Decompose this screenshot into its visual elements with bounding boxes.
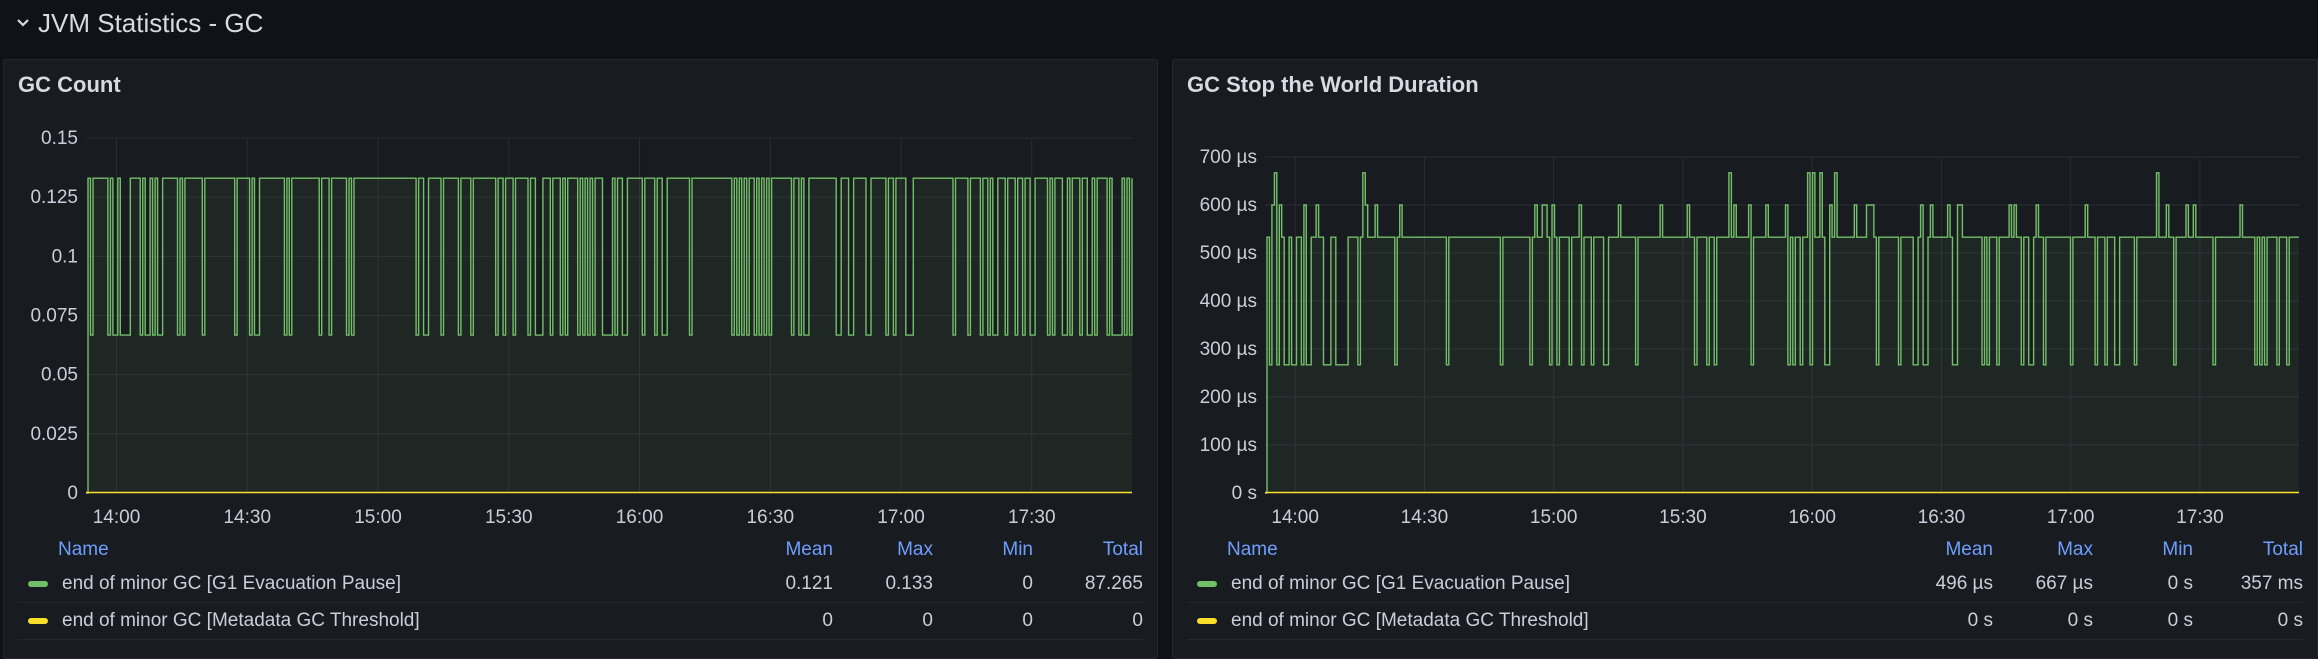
gc-stw-duration-panel[interactable]: GC Stop the World Duration 0 s 100 µs 200 … xyxy=(1172,59,2318,659)
x-tick-label: 15:00 xyxy=(354,507,402,528)
y-tick-label: 0.075 xyxy=(30,306,78,327)
y-tick-label: 300 µs xyxy=(1200,339,1257,360)
gc-count-panel[interactable]: GC Count 0 0.025 0.05 0.075 0.1 0.125 0.15 14:0… xyxy=(3,59,1158,659)
series-name[interactable]: end of minor GC [Metadata GC Threshold] xyxy=(1231,610,1589,631)
series-min: 0 xyxy=(1022,573,1033,594)
chevron-down-icon[interactable] xyxy=(10,0,36,46)
x-tick-label: 16:30 xyxy=(1918,507,1966,528)
series-max: 0.133 xyxy=(885,573,933,594)
gc-count-chart: 0 0.025 0.05 0.075 0.1 0.125 0.15 14:00 14:30 15:… xyxy=(30,128,1133,528)
x-tick-label: 17:30 xyxy=(1008,507,1056,528)
x-tick-label: 14:00 xyxy=(93,507,141,528)
x-tick-label: 15:30 xyxy=(485,507,533,528)
series-swatch xyxy=(28,618,48,624)
legend-row[interactable]: end of minor GC [Metadata GC Threshold] … xyxy=(1187,603,2303,640)
y-tick-label: 500 µs xyxy=(1200,243,1257,264)
gc-stw-duration-chart: 0 s 100 µs 200 µs 300 µs 400 µs 500 µs 600 µs 7… xyxy=(1200,147,2299,528)
row-title: JVM Statistics - GC xyxy=(38,7,264,38)
legend-row[interactable]: end of minor GC [Metadata GC Threshold] … xyxy=(18,603,1143,640)
row-header[interactable]: JVM Statistics - GC xyxy=(0,0,2318,46)
y-tick-label: 200 µs xyxy=(1200,387,1257,408)
series-swatch xyxy=(1197,618,1217,624)
series-min: 0 xyxy=(1022,610,1033,631)
x-tick-label: 16:30 xyxy=(746,507,794,528)
x-tick-label: 16:00 xyxy=(1788,507,1836,528)
legend-header: Name Mean Max Min Total xyxy=(18,534,1143,566)
series-name[interactable]: end of minor GC [Metadata GC Threshold] xyxy=(62,610,420,631)
legend-col-name[interactable]: Name xyxy=(58,539,109,560)
legend-col-min[interactable]: Min xyxy=(1002,539,1033,560)
y-tick-label: 0 s xyxy=(1232,483,1257,504)
y-tick-label: 600 µs xyxy=(1200,195,1257,216)
series-line-g1-evacuation xyxy=(1265,172,2299,494)
x-tick-label: 17:00 xyxy=(2047,507,2095,528)
series-min: 0 s xyxy=(2167,610,2193,631)
series-max: 0 xyxy=(922,610,933,631)
series-total: 87.265 xyxy=(1084,573,1143,594)
series-mean: 496 µs xyxy=(1935,573,1993,594)
series-max: 0 s xyxy=(2067,610,2093,631)
series-area-g1-evacuation xyxy=(1265,172,2299,494)
series-swatch xyxy=(28,581,48,587)
x-tick-label: 14:00 xyxy=(1271,507,1319,528)
legend-col-mean[interactable]: Mean xyxy=(785,539,833,560)
legend-col-total[interactable]: Total xyxy=(2262,539,2303,560)
y-tick-label: 0.125 xyxy=(30,187,78,208)
y-tick-label: 100 µs xyxy=(1200,435,1257,456)
y-tick-label: 0 xyxy=(67,483,78,504)
x-tick-label: 16:00 xyxy=(616,507,664,528)
y-tick-label: 700 µs xyxy=(1200,147,1257,168)
legend-col-max[interactable]: Max xyxy=(897,539,933,560)
series-name[interactable]: end of minor GC [G1 Evacuation Pause] xyxy=(62,573,402,594)
series-mean: 0 xyxy=(822,610,833,631)
y-tick-label: 0.1 xyxy=(52,246,78,267)
x-tick-label: 14:30 xyxy=(1401,507,1449,528)
legend-col-max[interactable]: Max xyxy=(2057,539,2093,560)
series-min: 0 s xyxy=(2167,573,2193,594)
series-max: 667 µs xyxy=(2035,573,2093,594)
x-tick-label: 17:30 xyxy=(2176,507,2224,528)
y-tick-label: 400 µs xyxy=(1200,291,1257,312)
series-mean: 0 s xyxy=(1967,610,1993,631)
legend-table: Name Mean Max Min Total end of minor GC … xyxy=(18,534,1143,640)
panel-title: GC Stop the World Duration xyxy=(1187,72,1479,97)
x-tick-label: 15:00 xyxy=(1530,507,1578,528)
legend-col-min[interactable]: Min xyxy=(2162,539,2193,560)
legend-col-name[interactable]: Name xyxy=(1227,539,1278,560)
series-swatch xyxy=(1197,581,1217,587)
legend-header: Name Mean Max Min Total xyxy=(1187,534,2303,566)
panel-title: GC Count xyxy=(18,72,121,97)
legend-row[interactable]: end of minor GC [G1 Evacuation Pause] 49… xyxy=(1187,566,2303,603)
series-total: 357 ms xyxy=(2240,573,2303,594)
series-line-g1-evacuation xyxy=(86,177,1133,494)
legend-col-mean[interactable]: Mean xyxy=(1945,539,1993,560)
series-name[interactable]: end of minor GC [G1 Evacuation Pause] xyxy=(1231,573,1571,594)
y-tick-label: 0.05 xyxy=(41,365,78,386)
x-tick-label: 15:30 xyxy=(1659,507,1707,528)
legend-row[interactable]: end of minor GC [G1 Evacuation Pause] 0.… xyxy=(18,566,1143,603)
series-total: 0 s xyxy=(2277,610,2303,631)
legend-table: Name Mean Max Min Total end of minor GC … xyxy=(1187,534,2303,640)
x-tick-label: 14:30 xyxy=(223,507,271,528)
series-total: 0 xyxy=(1132,610,1143,631)
y-tick-label: 0.025 xyxy=(30,424,78,445)
y-tick-label: 0.15 xyxy=(41,128,78,149)
series-mean: 0.121 xyxy=(785,573,833,594)
x-tick-label: 17:00 xyxy=(877,507,925,528)
legend-col-total[interactable]: Total xyxy=(1102,539,1143,560)
